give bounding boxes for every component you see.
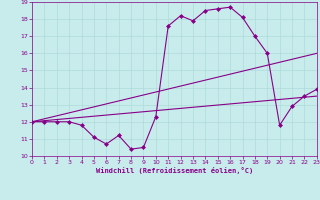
X-axis label: Windchill (Refroidissement éolien,°C): Windchill (Refroidissement éolien,°C) (96, 167, 253, 174)
